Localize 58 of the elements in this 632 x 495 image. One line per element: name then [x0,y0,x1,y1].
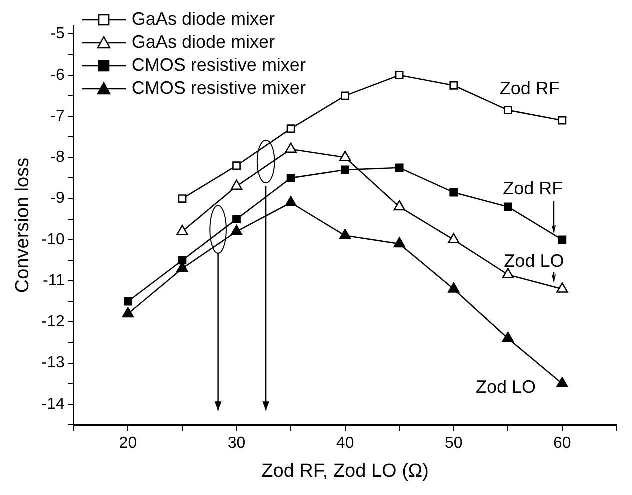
y-tick-label: -11 [42,272,66,290]
point [232,162,241,170]
y-tick-label: -13 [42,354,66,372]
point [448,233,460,244]
point [395,164,404,172]
point [394,200,406,211]
point [122,307,134,318]
point [450,81,458,90]
point [286,124,296,134]
annotation: Zod LO [476,376,536,397]
y-tick-label: -12 [42,314,66,331]
point [230,180,243,190]
y-tick-label: -6 [50,66,66,84]
y-tick-label: -8 [50,149,66,166]
x-tick-label: 20 [119,435,138,452]
point [178,256,187,265]
point [339,150,352,162]
x-tick-label: 40 [336,435,354,452]
legend-label: GaAs diode mixer [132,32,275,53]
y-tick-label: -14 [42,396,66,413]
annotation: Zod LO [504,251,564,272]
y-tick-label: -7 [50,108,66,125]
point [395,71,404,80]
point [124,297,132,306]
point [504,106,512,115]
legend-label: GaAs diode mixer [132,9,275,30]
point [230,225,243,236]
point [502,332,514,342]
x-tick-label: 60 [554,435,572,452]
point [176,225,188,236]
point [504,202,512,212]
point [285,196,297,207]
legend-label: CMOS resistive mixer [132,55,306,76]
point [556,377,568,388]
y-tick-label: -9 [50,190,66,208]
x-tick-label: 30 [228,435,246,452]
point [339,229,352,240]
point [450,188,458,197]
point [232,215,241,224]
point [286,174,296,182]
annotation: Zod RF [500,78,560,99]
point [556,282,568,293]
x-tick-label: 50 [444,435,463,452]
y-axis-title: Conversion loss [12,158,34,294]
point [394,237,406,248]
point [178,194,187,203]
point [502,268,514,279]
y-tick-label: -10 [42,231,66,248]
annotation: Zod RF [503,178,564,199]
point [341,166,350,174]
point [341,92,350,100]
point [558,116,567,125]
point [558,236,567,244]
point [285,142,297,154]
x-axis-title: Zod RF, Zod LO (Ω) [262,460,429,482]
legend-label: CMOS resistive mixer [132,78,306,99]
y-tick-label: -5 [50,26,66,43]
point [448,282,460,293]
